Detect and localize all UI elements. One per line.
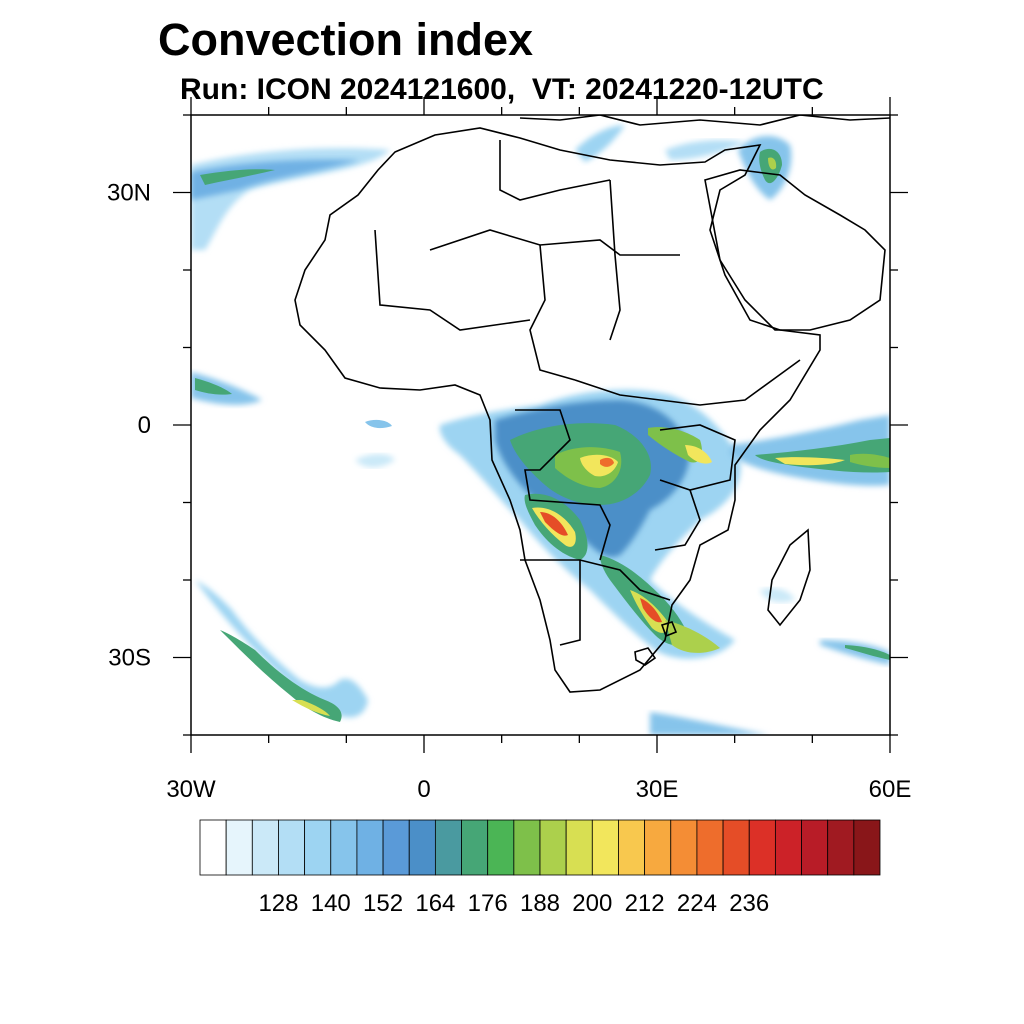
colorbar-swatch — [278, 819, 306, 876]
colorbar-swatch — [539, 819, 567, 876]
colorbar-swatch — [461, 819, 489, 876]
convection-plume-north-atlantic — [191, 148, 390, 250]
colorbar-label: 152 — [363, 890, 403, 917]
country-border — [654, 489, 701, 551]
colorbar-label: 212 — [625, 890, 665, 917]
eswatini-outline — [660, 621, 678, 638]
lat-tick-label: 0 — [138, 412, 151, 439]
lon-tick-label: 30W — [166, 776, 216, 803]
convection-core-west-atlantic — [195, 378, 232, 395]
colorbar-swatch — [487, 819, 515, 876]
lon-tick-label: 0 — [417, 776, 430, 803]
lat-tick-label: 30N — [107, 180, 151, 207]
colorbar-swatch — [591, 819, 619, 876]
axis-ticks — [173, 97, 908, 753]
lon-tick-label: 30E — [636, 776, 679, 803]
convection-patch-gulf-guinea — [365, 419, 392, 429]
colorbar-swatch — [644, 819, 672, 876]
country-border — [515, 409, 611, 561]
colorbar-label: 200 — [572, 890, 612, 917]
colorbar-swatch — [801, 819, 829, 876]
country-border — [609, 179, 621, 341]
colorbar-swatch — [304, 819, 332, 876]
colorbar-swatch — [199, 819, 227, 876]
colorbar-swatch — [748, 819, 776, 876]
convection-patch-aegean — [575, 125, 625, 162]
axis-tick-labels: 30N 0 30S 30W 0 30E 60E — [107, 180, 911, 804]
map-subtitle: Run: ICON 2024121600, VT: 20241220-12UTC — [180, 73, 824, 106]
colorbar-label: 224 — [677, 890, 717, 917]
colorbar-swatch — [330, 819, 358, 876]
convection-patch-levant — [665, 140, 745, 160]
europe-coast — [519, 115, 890, 126]
convection-indian-ocean — [730, 415, 890, 486]
colorbar-swatch — [722, 819, 750, 876]
colorbar-swatch — [251, 819, 279, 876]
lesotho-outline — [634, 647, 657, 666]
colorbar-label: 236 — [729, 890, 769, 917]
convection-southeast-core — [845, 645, 890, 660]
country-border — [529, 244, 576, 381]
country-border — [659, 424, 736, 491]
colorbar-swatch — [696, 819, 724, 876]
colorbar-label: 188 — [520, 890, 560, 917]
country-border — [374, 229, 531, 331]
colorbar-swatch — [513, 819, 541, 876]
colorbar-label: 140 — [311, 890, 351, 917]
convection-patch-west-atlantic — [191, 372, 262, 405]
map-title: Convection index — [158, 14, 534, 65]
colorbar-label: 128 — [258, 890, 298, 917]
colorbar-swatch — [356, 819, 384, 876]
colorbar-swatch — [618, 819, 646, 876]
country-border — [520, 559, 671, 601]
colorbar-swatch — [225, 819, 253, 876]
colorbar-swatch — [382, 819, 410, 876]
country-border — [559, 560, 581, 646]
colorbar-swatch — [408, 819, 436, 876]
lat-tick-label: 30S — [108, 645, 151, 672]
colorbar-swatch — [774, 819, 802, 876]
colorbar-swatch — [565, 819, 593, 876]
arabia-outline — [704, 169, 886, 331]
convection-patch-south-atlantic — [355, 454, 395, 468]
colorbar-labels: 128 140 152 164 176 188 200 212 224 236 — [258, 890, 769, 917]
country-border — [499, 140, 611, 201]
country-border — [574, 359, 801, 406]
convection-southern-streak — [650, 712, 770, 735]
convection-southwest-streak — [195, 580, 368, 722]
colorbar-label: 176 — [468, 890, 508, 917]
colorbar-swatch — [853, 819, 881, 876]
convection-southeast-streak — [820, 640, 890, 665]
colorbar — [199, 819, 881, 876]
colorbar-swatch — [670, 819, 698, 876]
country-border — [429, 229, 680, 256]
colorbar-label: 164 — [415, 890, 455, 917]
colorbar-swatch — [434, 819, 462, 876]
colorbar-swatch — [827, 819, 855, 876]
madagascar-outline — [767, 528, 811, 627]
lon-tick-label: 60E — [869, 776, 912, 803]
coastlines-and-borders — [294, 115, 890, 693]
convection-field — [191, 125, 890, 735]
